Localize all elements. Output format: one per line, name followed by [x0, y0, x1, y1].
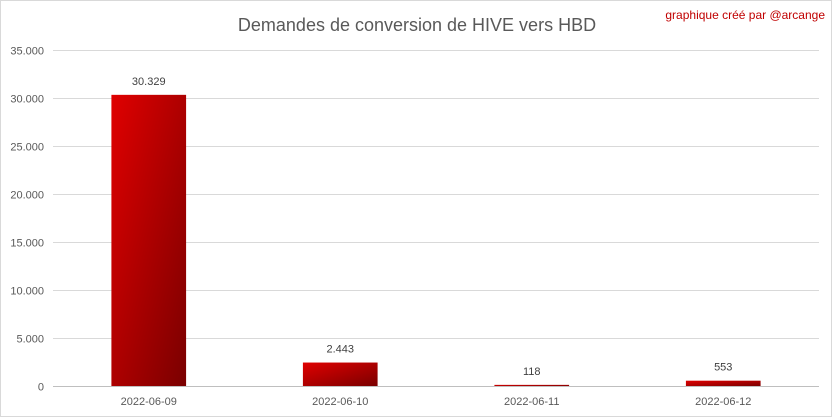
x-axis: 2022-06-09 2022-06-10 2022-06-11 2022-06-12 [121, 396, 752, 408]
data-label: 30.329 [132, 76, 166, 88]
data-label: 2.443 [326, 344, 354, 356]
bar-2022-06-10 [302, 362, 378, 386]
y-tick-label: 5.000 [16, 334, 44, 346]
bar-2022-06-11 [494, 384, 570, 386]
y-axis: 0 5.000 10.000 15.000 20.000 25.000 30.000 35.0… [10, 46, 44, 394]
y-tick-label: 10.000 [10, 286, 44, 298]
x-tick-label: 2022-06-12 [695, 396, 751, 408]
x-tick-label: 2022-06-09 [121, 396, 177, 408]
data-label: 118 [523, 366, 541, 378]
y-tick-label: 30.000 [10, 94, 44, 106]
data-label: 553 [714, 362, 732, 374]
chart-credit: graphique créé par @arcange [665, 8, 825, 22]
x-tick-label: 2022-06-11 [504, 396, 559, 408]
y-tick-label: 25.000 [10, 142, 44, 154]
bar-2022-06-09 [111, 94, 187, 386]
y-tick-label: 35.000 [10, 46, 44, 58]
bar-2022-06-12 [685, 380, 761, 386]
x-tick-label: 2022-06-10 [312, 396, 368, 408]
bars: 30.329 2.443 118 553 [111, 76, 761, 386]
chart-title: Demandes de conversion de HIVE vers HBD [238, 15, 596, 35]
y-tick-label: 15.000 [10, 238, 44, 250]
y-tick-label: 0 [38, 382, 44, 394]
y-tick-label: 20.000 [10, 190, 44, 202]
